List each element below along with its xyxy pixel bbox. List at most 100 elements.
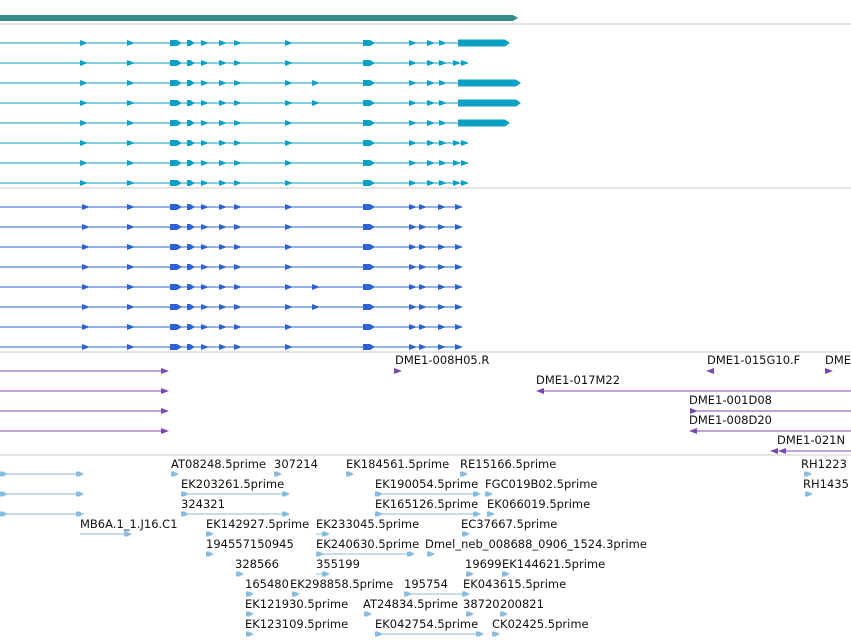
- exon-arrow[interactable]: [82, 344, 90, 350]
- exon-arrow[interactable]: [285, 40, 293, 46]
- exon-block[interactable]: [805, 491, 813, 497]
- est-label[interactable]: EC37667.5prime: [461, 517, 558, 531]
- exon-arrow[interactable]: [285, 120, 293, 126]
- exon-block[interactable]: [170, 60, 182, 66]
- exon-arrow[interactable]: [409, 264, 417, 270]
- exon-arrow[interactable]: [439, 120, 447, 126]
- est-label[interactable]: 195754: [404, 577, 448, 591]
- exon-arrow[interactable]: [409, 100, 417, 106]
- exon-block[interactable]: [236, 571, 244, 577]
- exon-block[interactable]: [363, 324, 375, 330]
- exon-arrow[interactable]: [453, 180, 461, 186]
- exon-arrow[interactable]: [285, 80, 293, 86]
- exon-arrow[interactable]: [127, 100, 135, 106]
- exon-block[interactable]: [375, 491, 383, 497]
- exon-arrow[interactable]: [219, 304, 227, 310]
- exon-block[interactable]: [363, 204, 375, 210]
- est-label[interactable]: AT08248.5prime: [171, 457, 267, 471]
- exon-arrow[interactable]: [285, 100, 293, 106]
- exon-arrow[interactable]: [409, 324, 417, 330]
- exon-arrow[interactable]: [439, 60, 447, 66]
- exon-block[interactable]: [170, 224, 182, 230]
- exon-arrow[interactable]: [427, 60, 435, 66]
- cdna-label[interactable]: DME1-001D08: [689, 393, 772, 407]
- exon-arrow[interactable]: [455, 224, 463, 230]
- exon-arrow[interactable]: [201, 304, 209, 310]
- exon-arrow[interactable]: [234, 264, 242, 270]
- exon-block[interactable]: [187, 324, 195, 330]
- exon-arrow[interactable]: [770, 448, 778, 454]
- exon-block[interactable]: [181, 491, 189, 497]
- est-label[interactable]: EK043615.5prime: [463, 577, 567, 591]
- exon-arrow[interactable]: [127, 120, 135, 126]
- exon-block[interactable]: [487, 511, 495, 517]
- exon-arrow[interactable]: [219, 140, 227, 146]
- est-label[interactable]: FGC019B02.5prime: [485, 477, 598, 491]
- exon-arrow[interactable]: [82, 224, 90, 230]
- exon-arrow[interactable]: [438, 224, 446, 230]
- exon-arrow[interactable]: [455, 304, 463, 310]
- exon-arrow[interactable]: [201, 324, 209, 330]
- cdna-label[interactable]: DME: [825, 353, 851, 367]
- est-label[interactable]: RE15166.5prime: [460, 457, 557, 471]
- est-label[interactable]: MB6A.1_1.J16.C1: [80, 517, 178, 531]
- exon-arrow[interactable]: [438, 304, 446, 310]
- exon-arrow[interactable]: [409, 304, 417, 310]
- exon-arrow[interactable]: [80, 40, 88, 46]
- exon-arrow[interactable]: [409, 160, 417, 166]
- exon-arrow[interactable]: [161, 408, 169, 414]
- exon-arrow[interactable]: [127, 40, 135, 46]
- exon-block[interactable]: [187, 160, 195, 166]
- exon-block[interactable]: [170, 120, 182, 126]
- exon-block[interactable]: [170, 100, 182, 106]
- exon-arrow[interactable]: [419, 264, 427, 270]
- exon-arrow[interactable]: [409, 80, 417, 86]
- exon-arrow[interactable]: [127, 60, 135, 66]
- exon-arrow[interactable]: [778, 448, 786, 454]
- exon-arrow[interactable]: [234, 224, 242, 230]
- exon-block[interactable]: [171, 471, 179, 477]
- exon-arrow[interactable]: [201, 140, 209, 146]
- est-label[interactable]: Dmel_neb_008688_0906_1524.3prime: [425, 537, 647, 551]
- exon-block[interactable]: [170, 40, 182, 46]
- exon-arrow[interactable]: [285, 304, 293, 310]
- exon-arrow[interactable]: [312, 304, 320, 310]
- exon-arrow[interactable]: [312, 80, 320, 86]
- est-label[interactable]: 200821: [500, 597, 544, 611]
- exon-block[interactable]: [76, 471, 84, 477]
- exon-arrow[interactable]: [312, 100, 320, 106]
- exon-block[interactable]: [187, 284, 195, 290]
- exon-arrow[interactable]: [219, 284, 227, 290]
- exon-arrow[interactable]: [419, 224, 427, 230]
- exon-block[interactable]: [363, 140, 375, 146]
- exon-block[interactable]: [76, 491, 84, 497]
- exon-arrow[interactable]: [419, 344, 427, 350]
- exon-arrow[interactable]: [455, 264, 463, 270]
- est-label[interactable]: EK123109.5prime: [245, 617, 349, 631]
- exon-block[interactable]: [124, 531, 132, 537]
- exon-arrow[interactable]: [127, 204, 135, 210]
- exon-arrow[interactable]: [419, 244, 427, 250]
- exon-arrow[interactable]: [409, 204, 417, 210]
- cdna-label[interactable]: DME1-008H05.R: [395, 353, 490, 367]
- cdna-label[interactable]: DME1-008D20: [689, 413, 772, 427]
- exon-arrow[interactable]: [438, 344, 446, 350]
- exon-block[interactable]: [170, 180, 182, 186]
- cdna-label[interactable]: DME1-017M22: [536, 373, 621, 387]
- exon-block[interactable]: [0, 491, 8, 497]
- exon-arrow[interactable]: [419, 204, 427, 210]
- exon-arrow[interactable]: [201, 80, 209, 86]
- exon-arrow[interactable]: [219, 224, 227, 230]
- exon-arrow[interactable]: [127, 344, 135, 350]
- exon-block[interactable]: [466, 611, 474, 617]
- exon-arrow[interactable]: [219, 244, 227, 250]
- exon-arrow[interactable]: [82, 204, 90, 210]
- exon-arrow[interactable]: [219, 120, 227, 126]
- exon-arrow[interactable]: [419, 284, 427, 290]
- exon-block[interactable]: [187, 140, 195, 146]
- exon-block[interactable]: [187, 180, 195, 186]
- exon-arrow[interactable]: [409, 180, 417, 186]
- exon-block[interactable]: [363, 180, 375, 186]
- exon-arrow[interactable]: [455, 324, 463, 330]
- exon-arrow[interactable]: [201, 120, 209, 126]
